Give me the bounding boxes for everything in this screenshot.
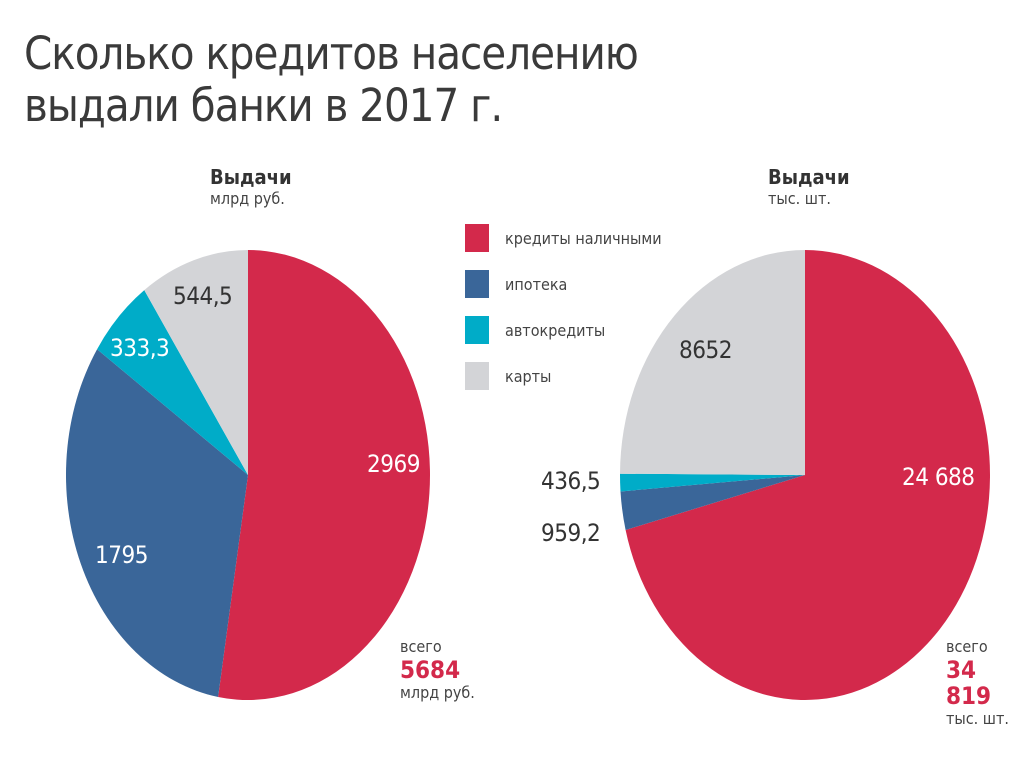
left-chart-unit: млрд руб. [210, 189, 285, 208]
legend-swatch [465, 316, 489, 344]
total-label: всего [946, 637, 988, 656]
total-value: 34 819 [946, 656, 992, 710]
pie-slice-right-1 [620, 475, 805, 530]
pie-slice-left-1 [65, 349, 248, 697]
title-line-2: выдали банки в 2017 г. [24, 79, 503, 132]
data-label: 436,5 [541, 467, 601, 495]
legend-item: кредиты наличными [465, 215, 662, 261]
page-title: Сколько кредитов населению выдали банки … [24, 27, 639, 132]
left-chart-title: Выдачи [210, 165, 292, 189]
pie-slice-left-0 [218, 250, 431, 700]
legend-item: ипотека [465, 261, 662, 307]
pie-slice-left-3 [144, 250, 248, 475]
pie-slice-right-0 [625, 250, 991, 700]
data-label: 8652 [679, 336, 732, 364]
legend-swatch [465, 270, 489, 298]
legend: кредиты наличными ипотека автокредиты ка… [465, 215, 662, 399]
right-chart-unit: тыс. шт. [768, 189, 831, 208]
total-unit: млрд руб. [400, 683, 475, 702]
legend-label: автокредиты [505, 320, 606, 340]
pie-slice-right-2 [620, 473, 805, 492]
data-label: 333,3 [110, 334, 170, 362]
left-chart-header: Выдачи млрд руб. [210, 165, 292, 208]
left-total: всего 5684 млрд руб. [400, 637, 475, 703]
right-total: всего 34 819 тыс. шт. [946, 637, 1024, 729]
legend-item: автокредиты [465, 307, 662, 353]
total-value: 5684 [400, 656, 461, 684]
right-chart-header: Выдачи тыс. шт. [768, 165, 850, 208]
legend-swatch [465, 362, 489, 390]
total-label: всего [400, 637, 442, 656]
legend-label: ипотека [505, 274, 568, 294]
pie-slice-right-3 [620, 250, 805, 475]
total-unit: тыс. шт. [946, 709, 1009, 728]
legend-label: карты [505, 366, 552, 386]
right-chart-title: Выдачи [768, 165, 850, 189]
legend-swatch [465, 224, 489, 252]
data-label: 959,2 [541, 519, 601, 547]
data-label: 544,5 [173, 282, 233, 310]
data-label: 2969 [367, 450, 420, 478]
legend-item: карты [465, 353, 662, 399]
title-line-1: Сколько кредитов населению [24, 27, 639, 80]
data-label: 1795 [95, 541, 148, 569]
data-label: 24 688 [902, 463, 975, 491]
pie-slice-left-2 [97, 290, 248, 475]
legend-label: кредиты наличными [505, 228, 662, 248]
